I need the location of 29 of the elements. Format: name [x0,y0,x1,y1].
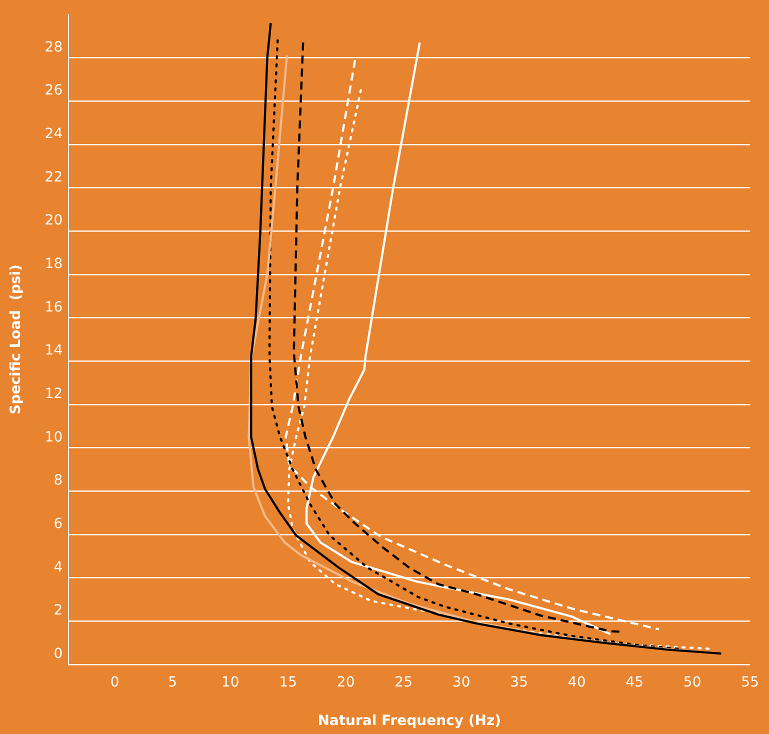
x-tick-label: 40 [568,674,586,690]
x-tick-label: 5 [168,674,178,690]
y-tick-label: 24 [44,126,63,142]
x-tick-label: 30 [452,674,470,690]
x-tick-label: 55 [741,674,760,690]
x-tick-label: 45 [626,674,644,690]
x-tick-label: 15 [279,674,297,690]
y-tick-label: 14 [44,342,63,359]
x-tick-label: 0 [110,674,120,690]
x-tick-label: 50 [683,674,702,690]
y-tick-label: 20 [44,212,63,229]
y-tick-label: 10 [44,429,63,446]
y-tick-label: 16 [44,299,63,316]
y-tick-label: 6 [54,516,63,532]
y-tick-label: 0 [54,646,63,662]
y-tick-label: 18 [44,256,63,272]
x-tick-label: 20 [336,674,355,690]
x-axis-title: Natural Frequency (Hz) [318,713,502,730]
y-tick-label: 8 [54,472,63,489]
y-tick-label: 28 [44,39,63,56]
x-tick-label: 35 [510,674,528,690]
y-tick-label: 2 [54,602,63,619]
y-tick-label: 26 [44,82,63,99]
y-axis-title: Specific Load (psi) [8,264,24,414]
y-tick-label: 4 [54,559,63,576]
x-tick-label: 10 [221,674,240,690]
x-tick-label: 25 [394,674,412,690]
y-tick-label: 12 [44,386,63,402]
y-tick-label: 22 [44,169,63,186]
